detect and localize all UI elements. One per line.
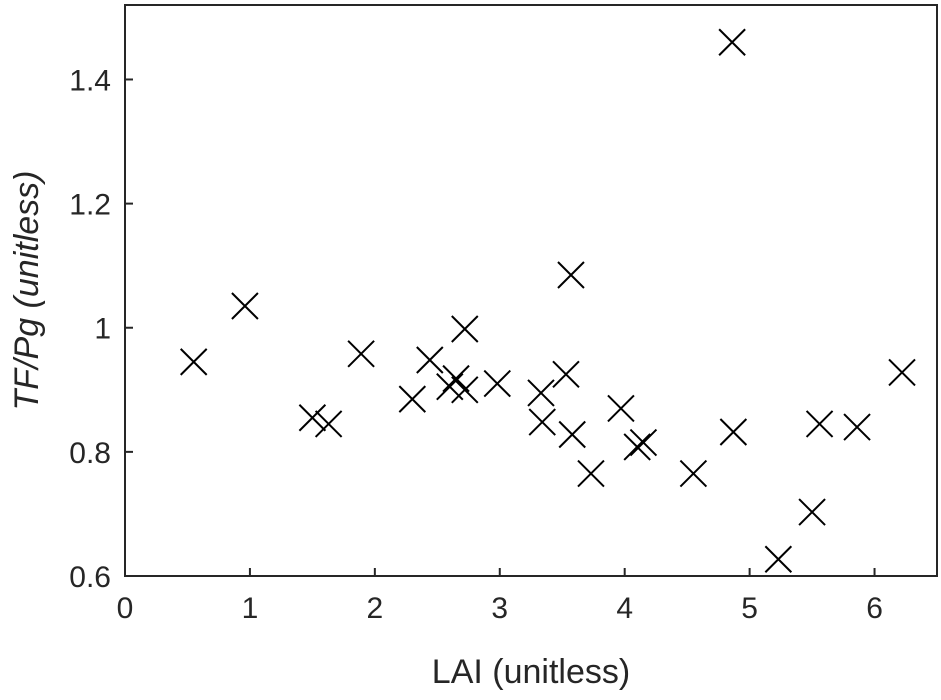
data-point bbox=[180, 348, 208, 376]
plot-box bbox=[124, 4, 938, 577]
data-point bbox=[451, 315, 479, 343]
data-point bbox=[764, 545, 793, 573]
data-point bbox=[805, 410, 834, 438]
x-tick-label: 4 bbox=[616, 592, 633, 625]
x-tick-label: 0 bbox=[117, 592, 134, 625]
data-point bbox=[718, 28, 746, 56]
y-tick-label: 1 bbox=[94, 313, 111, 346]
data-point bbox=[483, 369, 511, 398]
data-point bbox=[577, 459, 605, 488]
x-axis-label: LAI (unitless) bbox=[432, 653, 630, 691]
data-point bbox=[607, 394, 635, 423]
ticks-layer: 0 1 2 3 4 5 6 0.6 0.8 1 1.2 1.4 bbox=[69, 64, 883, 625]
data-point bbox=[843, 413, 871, 441]
data-point bbox=[557, 261, 585, 289]
data-point bbox=[231, 292, 259, 320]
y-axis-label: TF/Pg (unitless) bbox=[8, 171, 46, 411]
points-layer bbox=[180, 28, 916, 573]
data-point bbox=[314, 410, 343, 438]
data-point bbox=[347, 340, 375, 368]
y-tick-label: 0.6 bbox=[69, 561, 111, 594]
x-tick-label: 2 bbox=[367, 592, 384, 625]
data-point bbox=[552, 360, 580, 388]
data-point bbox=[298, 404, 327, 432]
data-point bbox=[798, 498, 826, 526]
y-tick-label: 1.2 bbox=[69, 189, 111, 222]
data-point bbox=[527, 379, 555, 407]
x-tick-label: 6 bbox=[866, 592, 883, 625]
data-point bbox=[528, 408, 556, 436]
data-point bbox=[558, 420, 586, 449]
y-tick-label: 0.8 bbox=[69, 437, 111, 470]
data-point bbox=[719, 418, 748, 446]
data-point bbox=[679, 459, 708, 488]
data-point bbox=[888, 358, 916, 387]
x-tick-label: 3 bbox=[491, 592, 508, 625]
data-point bbox=[442, 364, 470, 393]
x-tick-label: 5 bbox=[741, 592, 758, 625]
y-tick-label: 1.4 bbox=[69, 64, 111, 97]
data-point bbox=[398, 385, 427, 413]
data-point bbox=[629, 428, 658, 457]
data-point bbox=[451, 376, 479, 404]
data-point bbox=[416, 346, 444, 374]
x-tick-label: 1 bbox=[242, 592, 259, 625]
data-point bbox=[623, 433, 651, 461]
